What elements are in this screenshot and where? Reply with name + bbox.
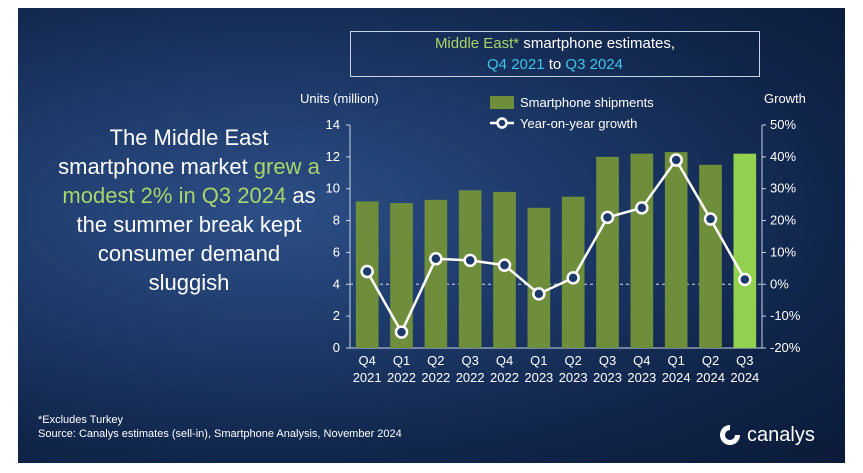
left-tick-label: 10 (326, 181, 340, 196)
title-start-period: Q4 2021 (487, 56, 545, 73)
right-tick-label: 10% (770, 244, 796, 259)
headline: The Middle East smartphone market grew a… (58, 123, 320, 297)
combo-chart: 0 2 4 6 8 10 12 14 -20% -10% 0% 10% 20% 30% 40% 50% Unit… (300, 91, 806, 385)
shipment-bar (733, 153, 757, 348)
right-tick-label: 20% (770, 213, 796, 228)
growth-point (429, 252, 443, 266)
x-tick-year: 2022 (490, 370, 519, 385)
growth-point (635, 201, 649, 215)
growth-point (463, 253, 477, 268)
x-tick-quarter: Q4 (358, 353, 375, 368)
growth-point (738, 272, 752, 287)
growth-line (366, 157, 746, 335)
title-end-period: Q3 2024 (565, 56, 623, 73)
x-tick-quarter: Q1 (667, 353, 684, 368)
x-tick-year: 2022 (387, 370, 416, 385)
x-tick-year: 2023 (627, 370, 656, 385)
left-tick-label: 8 (333, 213, 340, 228)
growth-point (600, 210, 615, 225)
title-rest: smartphone estimates, (519, 35, 676, 52)
left-tick-label: 14 (326, 117, 340, 132)
legend-line-marker (496, 117, 508, 129)
x-tick-quarter: Q1 (530, 353, 547, 368)
left-tick-label: 12 (326, 149, 340, 164)
shipment-bar (424, 199, 448, 348)
x-tick-year: 2022 (456, 370, 485, 385)
x-tick-quarter: Q1 (393, 353, 410, 368)
footnote: *Excludes Turkey Source: Canalys estimat… (38, 413, 402, 441)
x-tick-quarter: Q3 (736, 353, 753, 368)
x-tick-year: 2022 (421, 370, 450, 385)
x-tick-quarter: Q3 (599, 353, 616, 368)
growth-point (394, 325, 409, 339)
title-to: to (544, 56, 566, 73)
right-tick-label: 0% (770, 276, 789, 291)
logo-text: canalys (747, 423, 815, 446)
shipment-bar (458, 190, 482, 348)
right-axis-title: Growth (764, 91, 806, 106)
x-tick-year: 2023 (524, 370, 553, 385)
shipment-bar (596, 156, 619, 348)
growth-point (566, 271, 580, 285)
canalys-logo: canalys (718, 423, 815, 447)
x-tick-quarter: Q3 (461, 353, 478, 368)
shipment-bar (390, 203, 413, 348)
shipment-bar (664, 152, 688, 348)
growth-point (703, 212, 718, 226)
canalys-logo-icon (720, 425, 740, 445)
x-tick-year: 2021 (353, 370, 382, 385)
headline-part1: The Middle East smartphone market (58, 125, 269, 179)
footnote-exclusion: *Excludes Turkey (38, 414, 123, 426)
x-tick-year: 2024 (730, 370, 759, 385)
growth-point (532, 287, 546, 301)
shipment-bar (699, 164, 722, 348)
right-tick-label: 30% (770, 181, 796, 196)
headline-highlight: grew a modest 2% in Q3 2024 (62, 154, 320, 208)
legend-growth-label: Year-on-year growth (520, 116, 637, 131)
growth-point (669, 153, 683, 167)
chart-slide: Middle East* smartphone estimates, Q4 20… (18, 8, 845, 463)
headline-part2: as the summer break kept consumer demand… (76, 183, 316, 295)
right-tick-label: 40% (770, 149, 796, 164)
x-tick-year: 2024 (662, 370, 691, 385)
left-tick-label: 2 (333, 308, 340, 323)
left-tick-label: 0 (333, 340, 340, 355)
left-tick-label: 6 (333, 244, 340, 259)
growth-point (360, 264, 374, 279)
left-axis-title: Units (million) (300, 91, 379, 106)
title-region: Middle East* (434, 35, 520, 52)
right-tick-label: -20% (770, 340, 801, 355)
x-tick-quarter: Q4 (633, 353, 650, 368)
x-tick-quarter: Q2 (564, 353, 581, 368)
chart-title-box: Middle East* smartphone estimates, Q4 20… (350, 31, 760, 77)
x-tick-year: 2023 (559, 370, 588, 385)
chart-title-line2: Q4 2021 to Q3 2024 (351, 54, 759, 75)
shipment-bar (630, 153, 654, 348)
right-tick-label: -10% (770, 308, 801, 323)
x-tick-year: 2024 (696, 370, 725, 385)
legend-bar-swatch (490, 96, 514, 109)
legend-shipments-label: Smartphone shipments (520, 95, 654, 110)
shipment-bar (527, 207, 551, 348)
x-tick-quarter: Q2 (427, 353, 444, 368)
x-tick-year: 2023 (593, 370, 622, 385)
x-tick-quarter: Q2 (702, 353, 719, 368)
left-tick-label: 4 (333, 276, 340, 291)
chart-title-line1: Middle East* smartphone estimates, (351, 33, 759, 54)
x-tick-quarter: Q4 (496, 353, 513, 368)
growth-point (497, 258, 512, 272)
footnote-source: Source: Canalys estimates (sell-in), Sma… (38, 428, 402, 440)
right-tick-label: 50% (770, 117, 796, 132)
